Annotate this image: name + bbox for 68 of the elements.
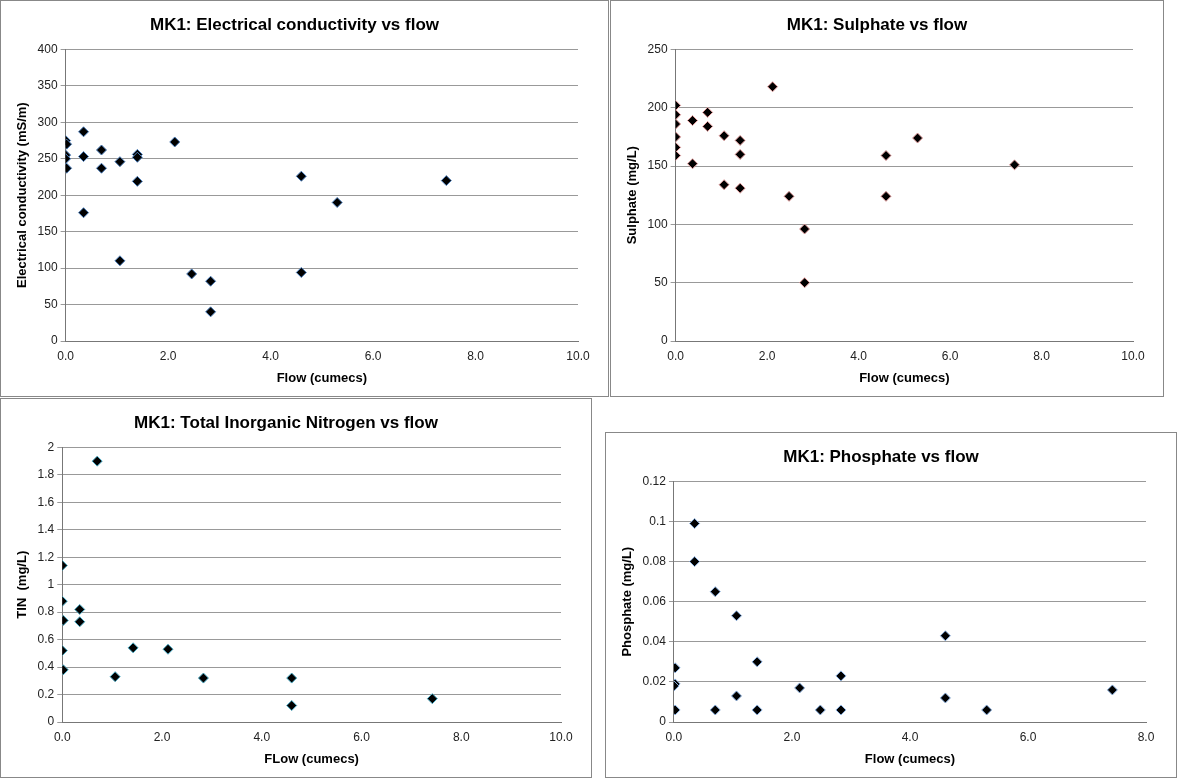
y-axis-title: Phosphate (mg/L) <box>619 546 635 657</box>
y-tick-label: 0.1 <box>649 513 667 528</box>
y-tick-label: 250 <box>647 41 668 56</box>
y-tick-label: 100 <box>647 216 668 231</box>
y-tick-label: 50 <box>654 274 668 289</box>
chart-title: MK1: Electrical conductivity vs flow <box>149 14 440 34</box>
y-tick-label: 300 <box>37 114 58 129</box>
y-tick-label: 100 <box>37 260 58 275</box>
x-tick-label: 2.0 <box>758 348 776 363</box>
y-tick-label: 50 <box>44 296 58 311</box>
y-tick-label: 2 <box>47 439 55 454</box>
y-tick-label: 200 <box>37 187 58 202</box>
x-tick-label: 10.0 <box>1121 348 1145 363</box>
x-tick-label: 8.0 <box>452 729 470 744</box>
x-tick-label: 6.0 <box>353 729 371 744</box>
x-tick-label: 0.0 <box>667 348 685 363</box>
x-tick-label: 6.0 <box>1019 729 1037 744</box>
y-tick-label: 0 <box>659 714 667 729</box>
x-tick-label: 6.0 <box>364 348 382 363</box>
y-tick-label: 0.04 <box>642 634 667 649</box>
x-tick-label: 10.0 <box>549 729 573 744</box>
x-tick-label: 4.0 <box>850 348 868 363</box>
x-tick-label: 0.0 <box>665 729 683 744</box>
x-tick-label: 0.0 <box>53 729 71 744</box>
y-tick-label: 1.6 <box>37 494 55 509</box>
y-tick-label: 0 <box>50 333 58 348</box>
y-tick-label: 1.4 <box>37 522 55 537</box>
chart-title: MK1: Total Inorganic Nitrogen vs flow <box>134 412 439 432</box>
y-tick-label: 0 <box>47 714 55 729</box>
chart-title: MK1: Phosphate vs flow <box>783 446 980 466</box>
y-tick-label: 200 <box>647 100 668 115</box>
x-tick-label: 8.0 <box>467 348 485 363</box>
y-tick-label: 0.12 <box>642 473 667 488</box>
y-tick-label: 0.08 <box>642 553 667 568</box>
x-tick-label: 10.0 <box>566 348 590 363</box>
y-tick-label: 400 <box>37 41 58 56</box>
x-tick-label: 4.0 <box>901 729 919 744</box>
x-axis-title: Flow (cumecs) <box>864 750 956 766</box>
y-tick-label: 0.2 <box>37 686 55 701</box>
y-tick-label: 0.8 <box>37 604 55 619</box>
y-axis-title: TIN (mg/L) <box>14 550 30 619</box>
x-tick-label: 2.0 <box>783 729 801 744</box>
x-tick-label: 2.0 <box>153 729 171 744</box>
x-tick-label: 2.0 <box>159 348 177 363</box>
y-axis-title: Electrical conductivity (mS/m) <box>14 102 30 289</box>
x-tick-label: 0.0 <box>57 348 75 363</box>
y-tick-label: 150 <box>37 223 58 238</box>
y-tick-label: 0.06 <box>642 594 667 609</box>
y-tick-label: 0.02 <box>642 674 667 689</box>
y-tick-label: 150 <box>647 158 668 173</box>
x-axis-title: Flow (cumecs) <box>276 369 367 385</box>
x-tick-label: 6.0 <box>941 348 959 363</box>
x-tick-label: 8.0 <box>1137 729 1155 744</box>
y-tick-label: 0 <box>660 333 668 348</box>
y-tick-label: 1.8 <box>37 467 55 482</box>
y-tick-label: 1.2 <box>37 549 55 564</box>
x-tick-label: 8.0 <box>1033 348 1051 363</box>
x-axis-title: FLow (cumecs) <box>264 750 359 766</box>
y-tick-label: 0.6 <box>37 631 55 646</box>
y-tick-label: 1 <box>47 577 55 592</box>
x-tick-label: 4.0 <box>262 348 280 363</box>
x-axis-title: Flow (cumecs) <box>859 369 950 385</box>
y-tick-label: 350 <box>37 78 58 93</box>
chart-title: MK1: Sulphate vs flow <box>786 14 968 34</box>
y-tick-label: 250 <box>37 151 58 166</box>
y-axis-title: Sulphate (mg/L) <box>624 146 640 245</box>
x-tick-label: 4.0 <box>253 729 271 744</box>
y-tick-label: 0.4 <box>37 659 55 674</box>
